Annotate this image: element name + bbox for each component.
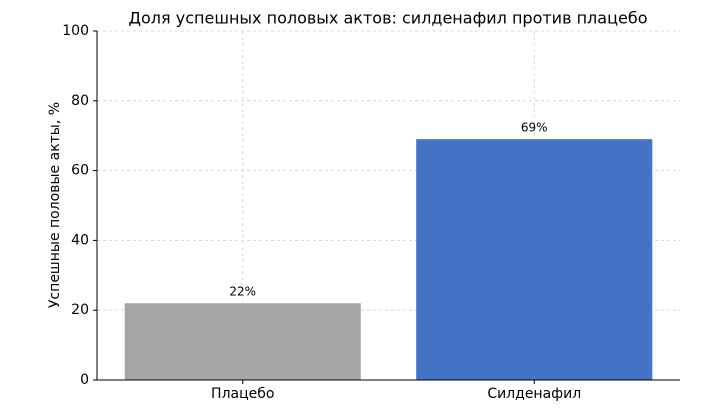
data-label: 22% — [229, 285, 256, 299]
chart-title: Доля успешных половых актов: силденафил … — [129, 9, 648, 28]
y-tick-label: 20 — [71, 302, 89, 318]
bar — [124, 303, 361, 380]
y-tick-label: 60 — [71, 163, 89, 179]
bar — [416, 139, 653, 380]
x-tick-label: Плацебо — [211, 386, 274, 402]
data-label: 69% — [521, 121, 548, 135]
y-tick-label: 80 — [71, 93, 89, 109]
y-tick-label: 40 — [71, 232, 89, 248]
y-tick-label: 0 — [80, 372, 89, 388]
y-axis-label: Успешные половые акты, % — [47, 102, 63, 308]
y-tick-label: 100 — [62, 23, 89, 39]
x-tick-label: Силденафил — [487, 386, 581, 402]
